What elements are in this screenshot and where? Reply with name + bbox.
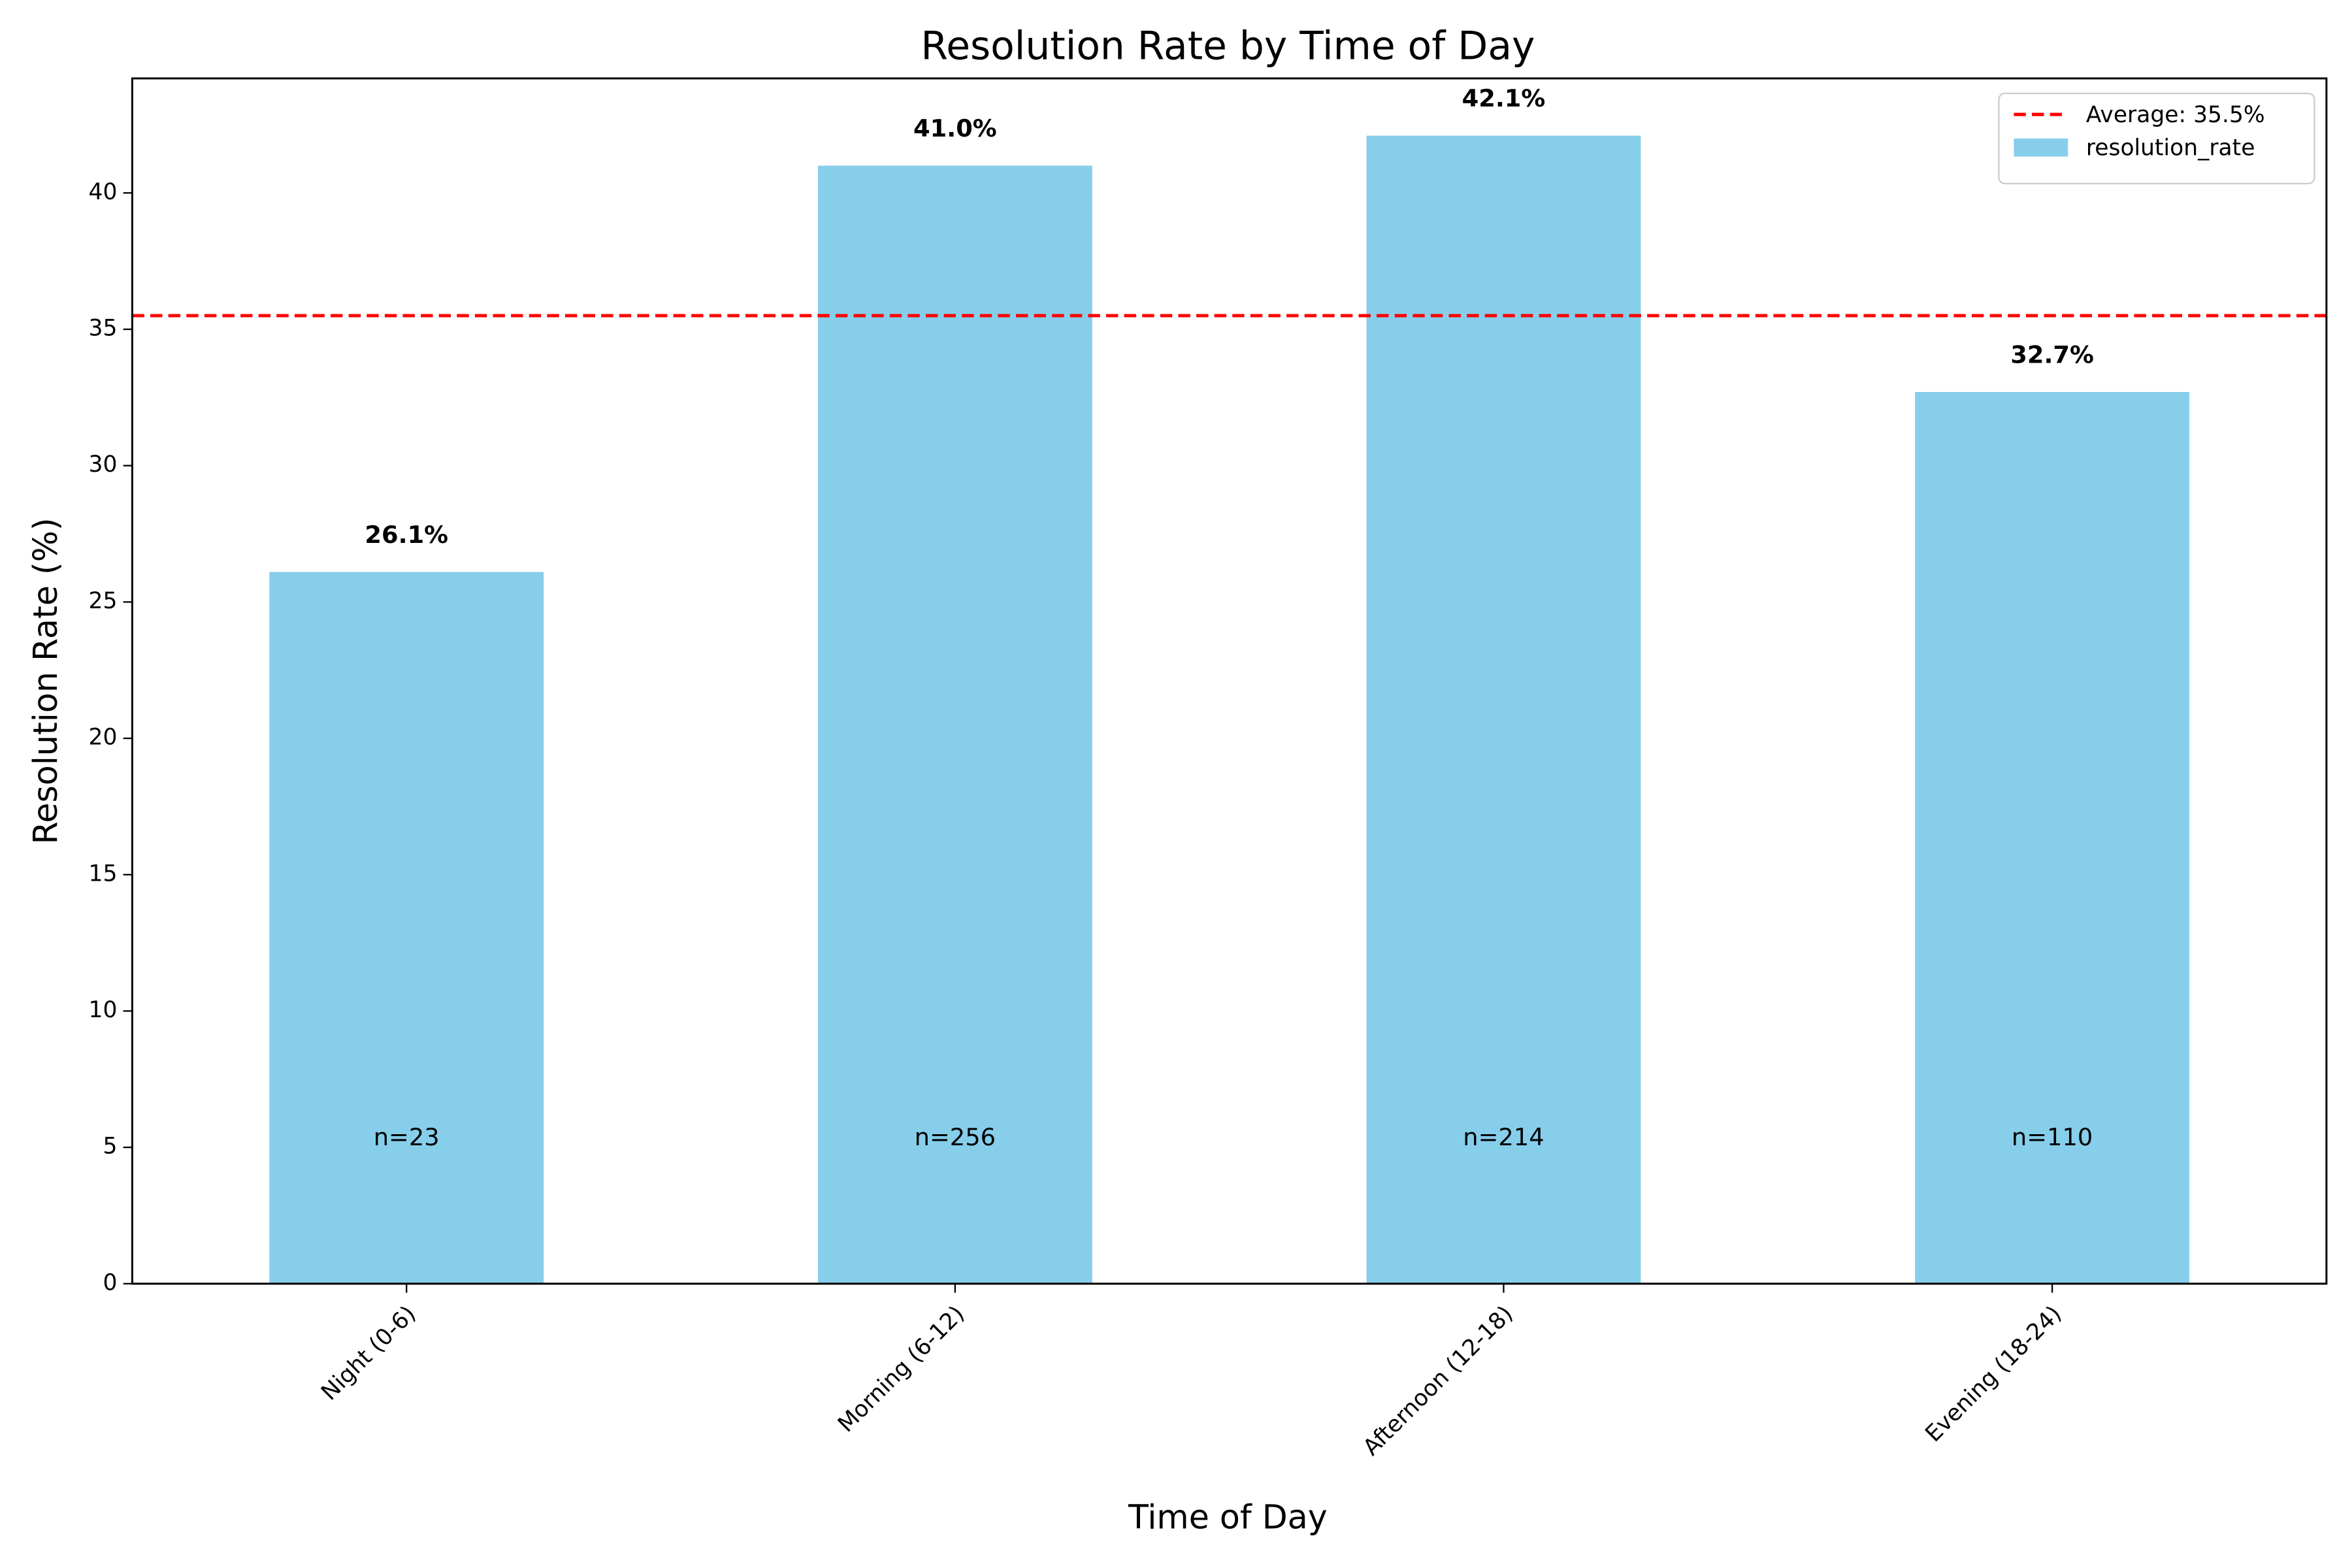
sample-size-label: n=256 [915, 1123, 996, 1151]
y-tick-label: 5 [103, 1134, 117, 1160]
y-tick-label: 35 [89, 315, 118, 341]
y-tick-label: 20 [89, 725, 118, 751]
chart-title: Resolution Rate by Time of Day [921, 24, 1535, 69]
sample-size-label: n=110 [2012, 1123, 2093, 1151]
legend-swatch [2014, 139, 2068, 157]
legend-label: Average: 35.5% [2086, 102, 2265, 128]
bar [1915, 391, 2189, 1284]
y-tick-label: 10 [89, 997, 118, 1023]
bar [1366, 135, 1641, 1284]
legend-box [1998, 92, 2315, 185]
value-label: 42.1% [1462, 84, 1546, 112]
sample-size-label: n=23 [374, 1123, 440, 1151]
value-label: 32.7% [2010, 340, 2094, 368]
sample-size-label: n=214 [1463, 1123, 1544, 1151]
legend-label: resolution_rate [2086, 135, 2255, 161]
bar [817, 165, 1092, 1284]
y-tick-label: 40 [89, 179, 118, 205]
value-label: 26.1% [365, 521, 448, 549]
y-tick-label: 0 [103, 1269, 117, 1296]
y-axis-label: Resolution Rate (%) [26, 517, 65, 844]
value-label: 41.0% [913, 114, 997, 142]
y-tick-label: 25 [89, 588, 118, 614]
y-tick-label: 15 [89, 860, 118, 887]
y-tick-label: 30 [89, 451, 118, 478]
plot-frame [131, 77, 2328, 1285]
x-axis-label: Time of Day [1128, 1498, 1328, 1537]
bar [269, 572, 544, 1284]
